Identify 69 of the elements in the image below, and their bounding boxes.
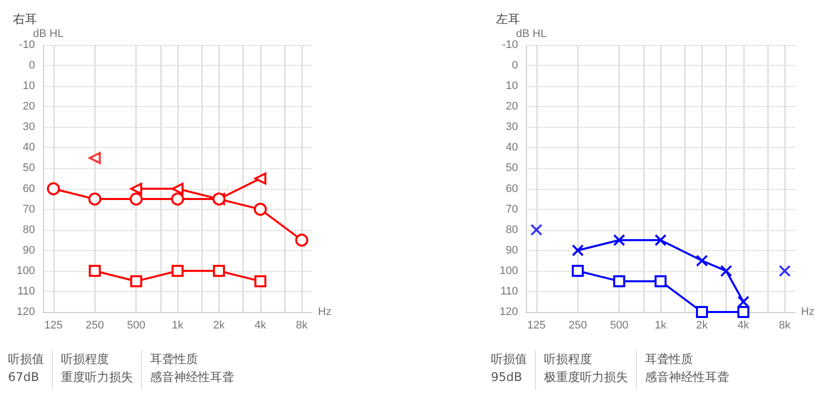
y-tick-label: 90 (22, 244, 35, 256)
y-tick-label: 10 (22, 80, 35, 92)
y-tick-label: 20 (506, 100, 518, 113)
point (572, 264, 584, 277)
x-tick-label: 4k (254, 320, 267, 332)
x-tick-label: 8k (296, 320, 308, 332)
y-tick-label: 60 (22, 182, 35, 195)
text: 听损程度 (544, 351, 593, 368)
point (654, 275, 667, 288)
text: 极重度听力损失 (544, 369, 628, 386)
y-axis-title: dB HL (516, 28, 547, 40)
y-tick-label: 30 (506, 121, 518, 134)
y-tick-label: 120 (16, 306, 35, 318)
point (572, 244, 584, 256)
x-tick-label: 2k (213, 320, 226, 332)
x-tick-label: 125 (44, 320, 63, 332)
x-tick-label: 250 (86, 320, 104, 332)
text: 感音神经性耳聋 (150, 369, 234, 386)
point (696, 254, 708, 267)
x-tick-label: 500 (610, 320, 628, 332)
text: 听损程度 (61, 351, 110, 368)
y-tick-label: 40 (22, 142, 35, 154)
point (654, 234, 667, 246)
y-tick-label: 60 (506, 182, 518, 195)
x-tick-label: 250 (568, 320, 587, 332)
y-tick-label: 70 (22, 203, 35, 216)
y-tick-label: 0 (512, 60, 518, 72)
y-tick-label: 40 (506, 142, 518, 154)
chart-title: 左耳 (496, 12, 520, 26)
y-tick-label: 50 (506, 162, 518, 174)
point (613, 275, 626, 288)
text: 听损值 (8, 351, 44, 368)
x-tick-label: 1k (654, 320, 667, 332)
y-tick-label: 110 (17, 285, 35, 298)
x-tick-label: 1k (172, 320, 184, 332)
y-tick-label: 120 (500, 306, 518, 318)
x-axis-title: Hz (318, 306, 332, 318)
y-tick-label: 30 (22, 121, 35, 134)
x-axis-title: Hz (801, 306, 814, 318)
x-tick-label: 4k (738, 320, 750, 332)
x-tick-label: 2k (696, 320, 708, 332)
y-tick-label: 0 (28, 60, 35, 72)
y-tick-label: 80 (22, 224, 35, 236)
x-tick-label: 500 (127, 320, 146, 332)
y-tick-label: 100 (16, 264, 35, 277)
y-tick-label: -10 (19, 39, 35, 51)
y-tick-label: 110 (500, 285, 518, 298)
text: 感音神经性耳聋 (645, 369, 729, 386)
text: 重度听力损失 (61, 369, 133, 386)
y-tick-label: 90 (506, 244, 518, 256)
y-tick-label: 10 (506, 80, 518, 92)
y-tick-label: 20 (22, 100, 35, 113)
x-tick-label: 125 (527, 320, 546, 332)
y-tick-label: 70 (506, 203, 518, 216)
point (737, 306, 750, 318)
point (696, 306, 708, 318)
text: 95dB (491, 369, 524, 386)
y-tick-label: 100 (500, 264, 518, 277)
text: 耳聋性质 (150, 351, 199, 368)
text: 67dB (8, 369, 40, 386)
point (613, 234, 626, 246)
text: 耳聋性质 (645, 351, 694, 368)
x-tick-label: 8k (778, 320, 792, 332)
y-axis-title: dB HL (33, 28, 64, 40)
text: 听损值 (491, 351, 527, 368)
y-tick-label: 50 (22, 162, 35, 174)
y-tick-label: 80 (506, 224, 518, 236)
chart-title: 右耳 (13, 12, 37, 26)
y-tick-label: -10 (502, 39, 518, 51)
